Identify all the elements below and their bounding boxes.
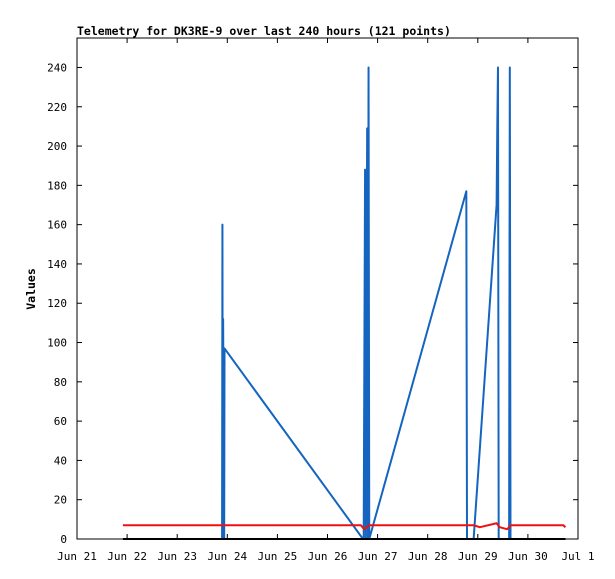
x-tick-label: Jun 29 xyxy=(458,550,498,563)
y-tick-label: 120 xyxy=(47,297,67,310)
y-tick-label: 200 xyxy=(47,140,67,153)
y-tick-label: 140 xyxy=(47,258,67,271)
x-ticks: Jun 21 Jun 22 Jun 23 Jun 24 Jun 25 Jun 26 Jun … xyxy=(57,38,595,563)
y-tick-label: 100 xyxy=(47,337,67,350)
x-tick-label: Jun 23 xyxy=(157,550,197,563)
x-tick-label: Jun 21 xyxy=(57,550,97,563)
x-tick-label: Jul 1 xyxy=(561,550,594,563)
y-tick-label: 220 xyxy=(47,101,67,114)
series-line-1 xyxy=(221,66,512,540)
series-line-2 xyxy=(122,522,567,531)
y-tick-label: 60 xyxy=(54,415,67,428)
x-tick-label: Jun 27 xyxy=(358,550,398,563)
y-axis-label: Values xyxy=(24,268,38,310)
x-tick-label: Jun 26 xyxy=(308,550,348,563)
y-tick-label: 240 xyxy=(47,61,67,74)
y-tick-label: 80 xyxy=(54,376,67,389)
y-ticks: 0 20 40 60 80 100 120 140 160 180 200 220 240 xyxy=(47,61,578,546)
y-tick-label: 20 xyxy=(54,494,67,507)
y-tick-label: 180 xyxy=(47,179,67,192)
chart-title: Telemetry for DK3RE-9 over last 240 hour… xyxy=(77,24,451,38)
series-layer xyxy=(122,66,567,540)
x-tick-label: Jun 28 xyxy=(408,550,448,563)
x-tick-label: Jun 22 xyxy=(107,550,147,563)
plot-frame xyxy=(76,37,579,540)
y-tick-label: 0 xyxy=(60,533,67,546)
y-tick-label: 40 xyxy=(54,454,67,467)
x-tick-label: Jun 30 xyxy=(508,550,548,563)
x-tick-label: Jun 25 xyxy=(258,550,298,563)
x-tick-label: Jun 24 xyxy=(207,550,247,563)
y-tick-label: 160 xyxy=(47,219,67,232)
